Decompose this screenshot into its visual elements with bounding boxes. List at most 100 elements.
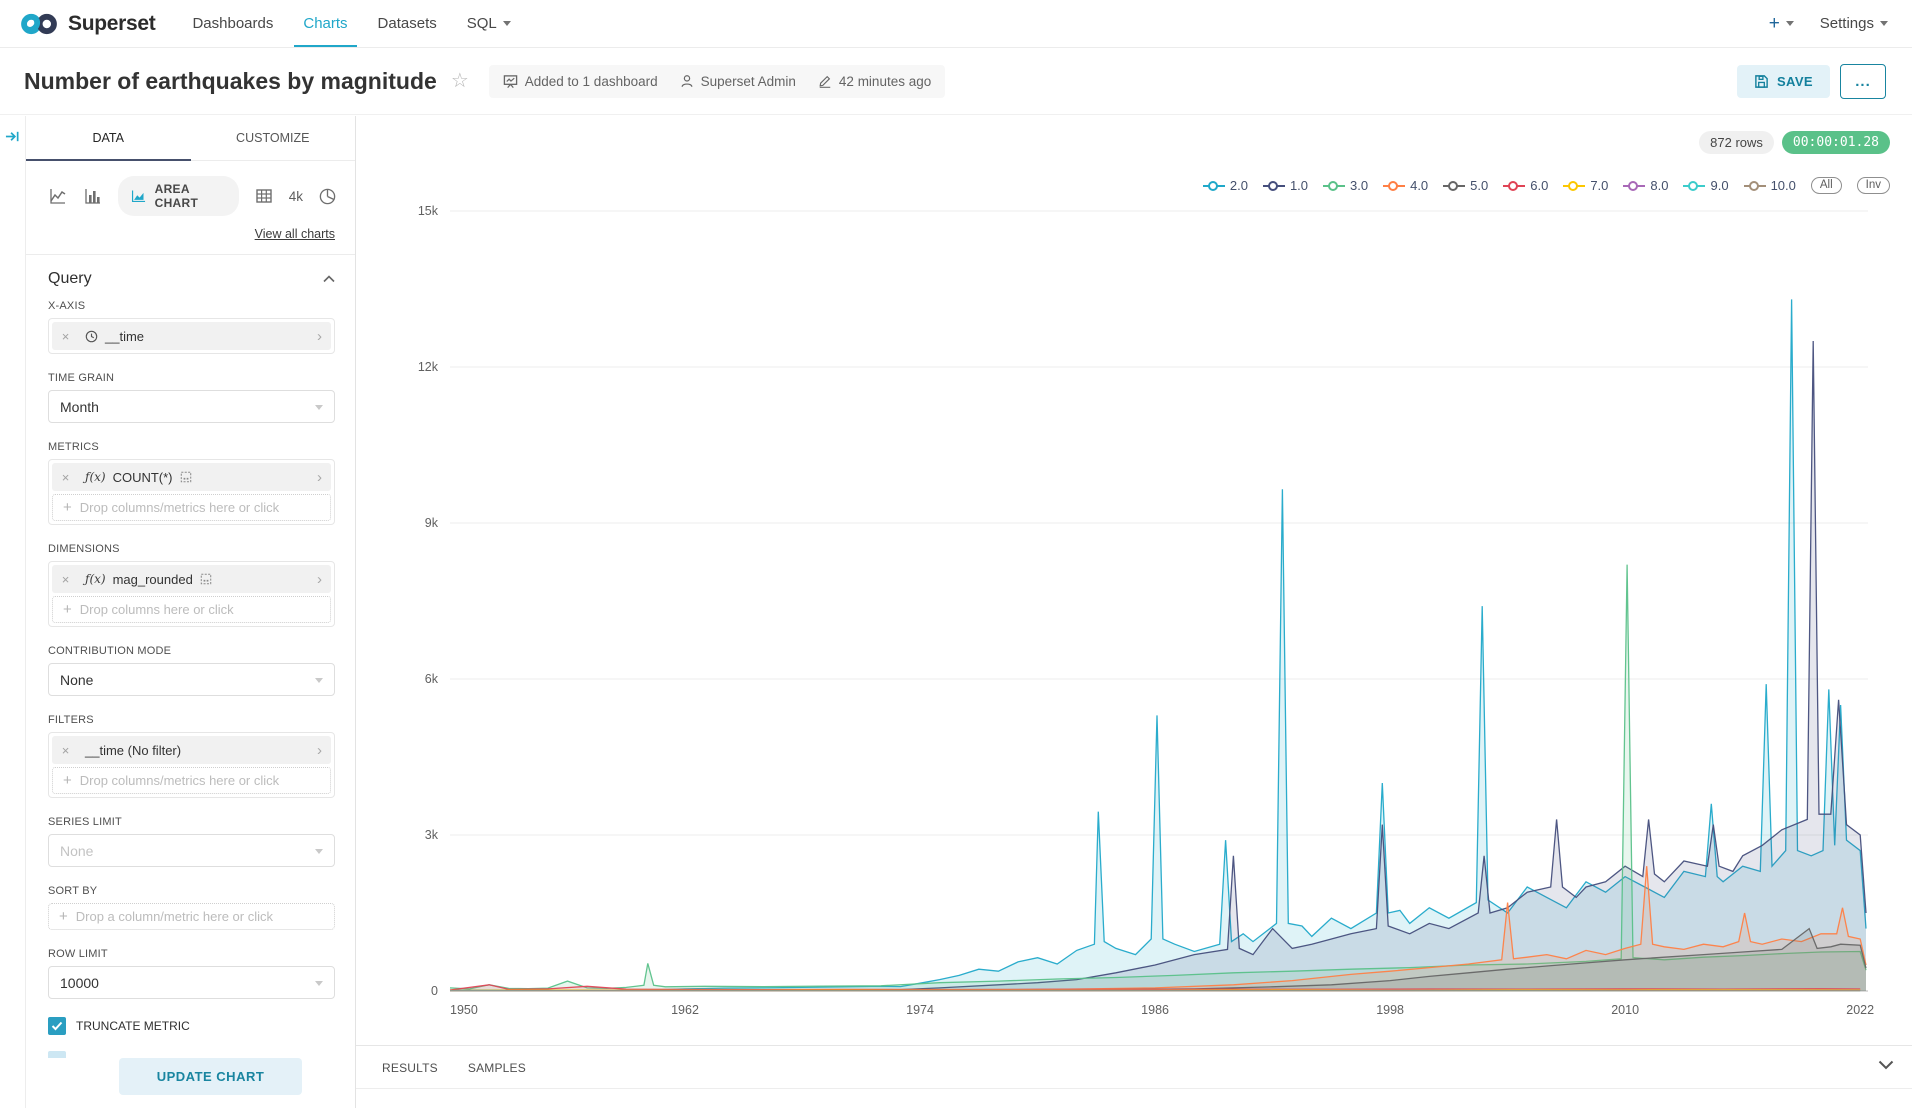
settings-menu[interactable]: Settings [1820,15,1888,32]
favorite-star-icon[interactable]: ☆ [450,70,469,92]
remove-icon[interactable]: × [61,742,70,758]
svg-text:15k: 15k [418,204,439,218]
row-limit-select[interactable]: 10000 [48,966,335,999]
function-icon: ƒ(x) [85,572,106,586]
collapse-section-icon[interactable] [323,275,335,283]
dimensions-drop-zone[interactable]: + Drop columns here or click [52,596,331,623]
control-series-limit: SERIES LIMIT None [26,816,355,885]
nav-item-datasets[interactable]: Datasets [377,15,437,32]
contribution-mode-select[interactable]: None [48,663,335,696]
line-chart-icon[interactable] [48,186,68,206]
legend-item-4.0[interactable]: 4.0 [1383,178,1428,193]
pencil-icon [819,75,831,88]
filter-field[interactable]: × __time (No filter) › [52,736,331,764]
series-limit-select[interactable]: None [48,834,335,867]
legend-item-3.0[interactable]: 3.0 [1323,178,1368,193]
query-timer-badge: 00:00:01.28 [1781,131,1890,154]
view-all-charts-link[interactable]: View all charts [254,227,335,241]
clock-icon [85,330,98,342]
chevron-down-icon [315,678,323,683]
last-modified-badge[interactable]: 42 minutes ago [818,74,931,89]
dimension-field[interactable]: × ƒ(x) mag_rounded › [52,565,331,593]
legend-button-inv[interactable]: Inv [1856,177,1890,194]
remove-icon[interactable]: × [61,328,70,344]
new-item-button[interactable]: + [1769,13,1794,35]
legend-item-8.0[interactable]: 8.0 [1623,178,1668,193]
x-axis-field[interactable]: × __time › [52,322,331,350]
tab-customize[interactable]: CUSTOMIZE [236,131,310,145]
viz-type-4k[interactable]: 4k [288,188,303,204]
collapse-panel-icon[interactable] [5,129,20,144]
legend-marker-icon [1202,180,1225,191]
legend-marker-icon [1743,180,1766,191]
expand-results-icon[interactable] [1878,1057,1894,1075]
partially-visible-checkbox[interactable] [48,1051,66,1059]
control-metrics: METRICS × ƒ(x) COUNT(*) › + Drop columns/… [26,441,355,543]
tab-results[interactable]: RESULTS [382,1061,438,1075]
area-chart-svg[interactable]: 0 3k 6k 9k 12k 15k 1950 1962 1974 1986 1998 2010 202… [356,116,1912,1045]
chevron-right-icon: › [317,741,322,759]
panel-tab-bar: DATA CUSTOMIZE [26,116,355,161]
more-actions-button[interactable]: ... [1840,63,1886,99]
svg-text:3k: 3k [425,828,439,842]
legend-item-2.0[interactable]: 2.0 [1202,178,1248,193]
pie-chart-icon[interactable] [318,187,337,206]
tab-data[interactable]: DATA [26,116,191,161]
update-chart-button[interactable]: UPDATE CHART [118,1058,303,1095]
save-button[interactable]: SAVE [1736,64,1830,98]
legend-button-all[interactable]: All [1810,177,1842,194]
legend-marker-icon [1383,180,1406,191]
svg-text:2022: 2022 [1846,1003,1874,1017]
table-icon[interactable] [254,186,274,206]
infinity-logo-icon [21,13,57,34]
bar-chart-icon[interactable] [83,186,103,206]
chart-legend: 2.0 1.0 3.0 4.0 5.0 6.0 7.0 8.0 9.0 10.0 All Inv [1202,177,1890,194]
legend-item-7.0[interactable]: 7.0 [1563,178,1608,193]
legend-item-6.0[interactable]: 6.0 [1503,178,1548,193]
tab-samples[interactable]: SAMPLES [467,1061,526,1075]
control-truncate-metric: TRUNCATE METRIC [26,1017,355,1035]
area-chart-icon [131,190,146,203]
control-filters: FILTERS × __time (No filter) › + Drop col… [26,714,355,816]
superset-logo[interactable]: Superset [18,0,156,47]
chevron-down-icon [315,405,323,410]
svg-text:1998: 1998 [1376,1003,1404,1017]
metric-count-field[interactable]: × ƒ(x) COUNT(*) › [52,463,331,491]
query-section-title: Query [48,270,92,287]
nav-item-dashboards[interactable]: Dashboards [192,15,274,32]
legend-item-9.0[interactable]: 9.0 [1683,178,1729,193]
chevron-down-icon [1880,21,1888,26]
nav-item-sql[interactable]: SQL [452,0,526,47]
viz-type-area-chart[interactable]: AREA CHART [118,176,239,216]
data-panel: DATA CUSTOMIZE AREA CHART 4k View all ch… [26,116,356,1108]
dashboard-icon [503,74,517,88]
legend-item-1.0[interactable]: 1.0 [1262,178,1308,193]
function-icon: ƒ(x) [85,470,106,484]
remove-icon[interactable]: × [61,571,70,587]
legend-item-5.0[interactable]: 5.0 [1443,178,1488,193]
sort-by-drop-zone[interactable]: + Drop a column/metric here or click [48,903,335,930]
metrics-drop-zone[interactable]: + Drop columns/metrics here or click [52,494,331,521]
dashboards-badge[interactable]: Added to 1 dashboard [503,74,658,89]
page-title: Number of earthquakes by magnitude [24,67,437,94]
truncate-metric-checkbox[interactable] [48,1017,66,1035]
svg-text:2010: 2010 [1611,1003,1639,1017]
nav-item-charts[interactable]: Charts [288,0,362,47]
plus-icon: + [63,499,72,516]
svg-text:1986: 1986 [1141,1003,1169,1017]
save-floppy-icon [1755,74,1768,88]
owner-badge[interactable]: Superset Admin [680,74,796,89]
chevron-down-icon [1785,21,1794,26]
legend-marker-icon [1443,180,1466,191]
time-grain-select[interactable]: Month [48,390,335,423]
legend-item-10.0[interactable]: 10.0 [1743,178,1796,193]
top-navbar: Superset Dashboards Charts Datasets SQL … [0,0,1912,48]
chevron-down-icon [315,981,323,986]
control-row-limit: ROW LIMIT 10000 [26,948,355,1017]
legend-marker-icon [1563,180,1586,191]
filters-drop-zone[interactable]: + Drop columns/metrics here or click [52,767,331,794]
panel-footer: UPDATE CHART [26,1058,355,1108]
control-x-axis: X-AXIS × __time › [26,300,355,372]
remove-icon[interactable]: × [61,469,70,485]
results-panel: RESULTS SAMPLES [356,1045,1912,1108]
